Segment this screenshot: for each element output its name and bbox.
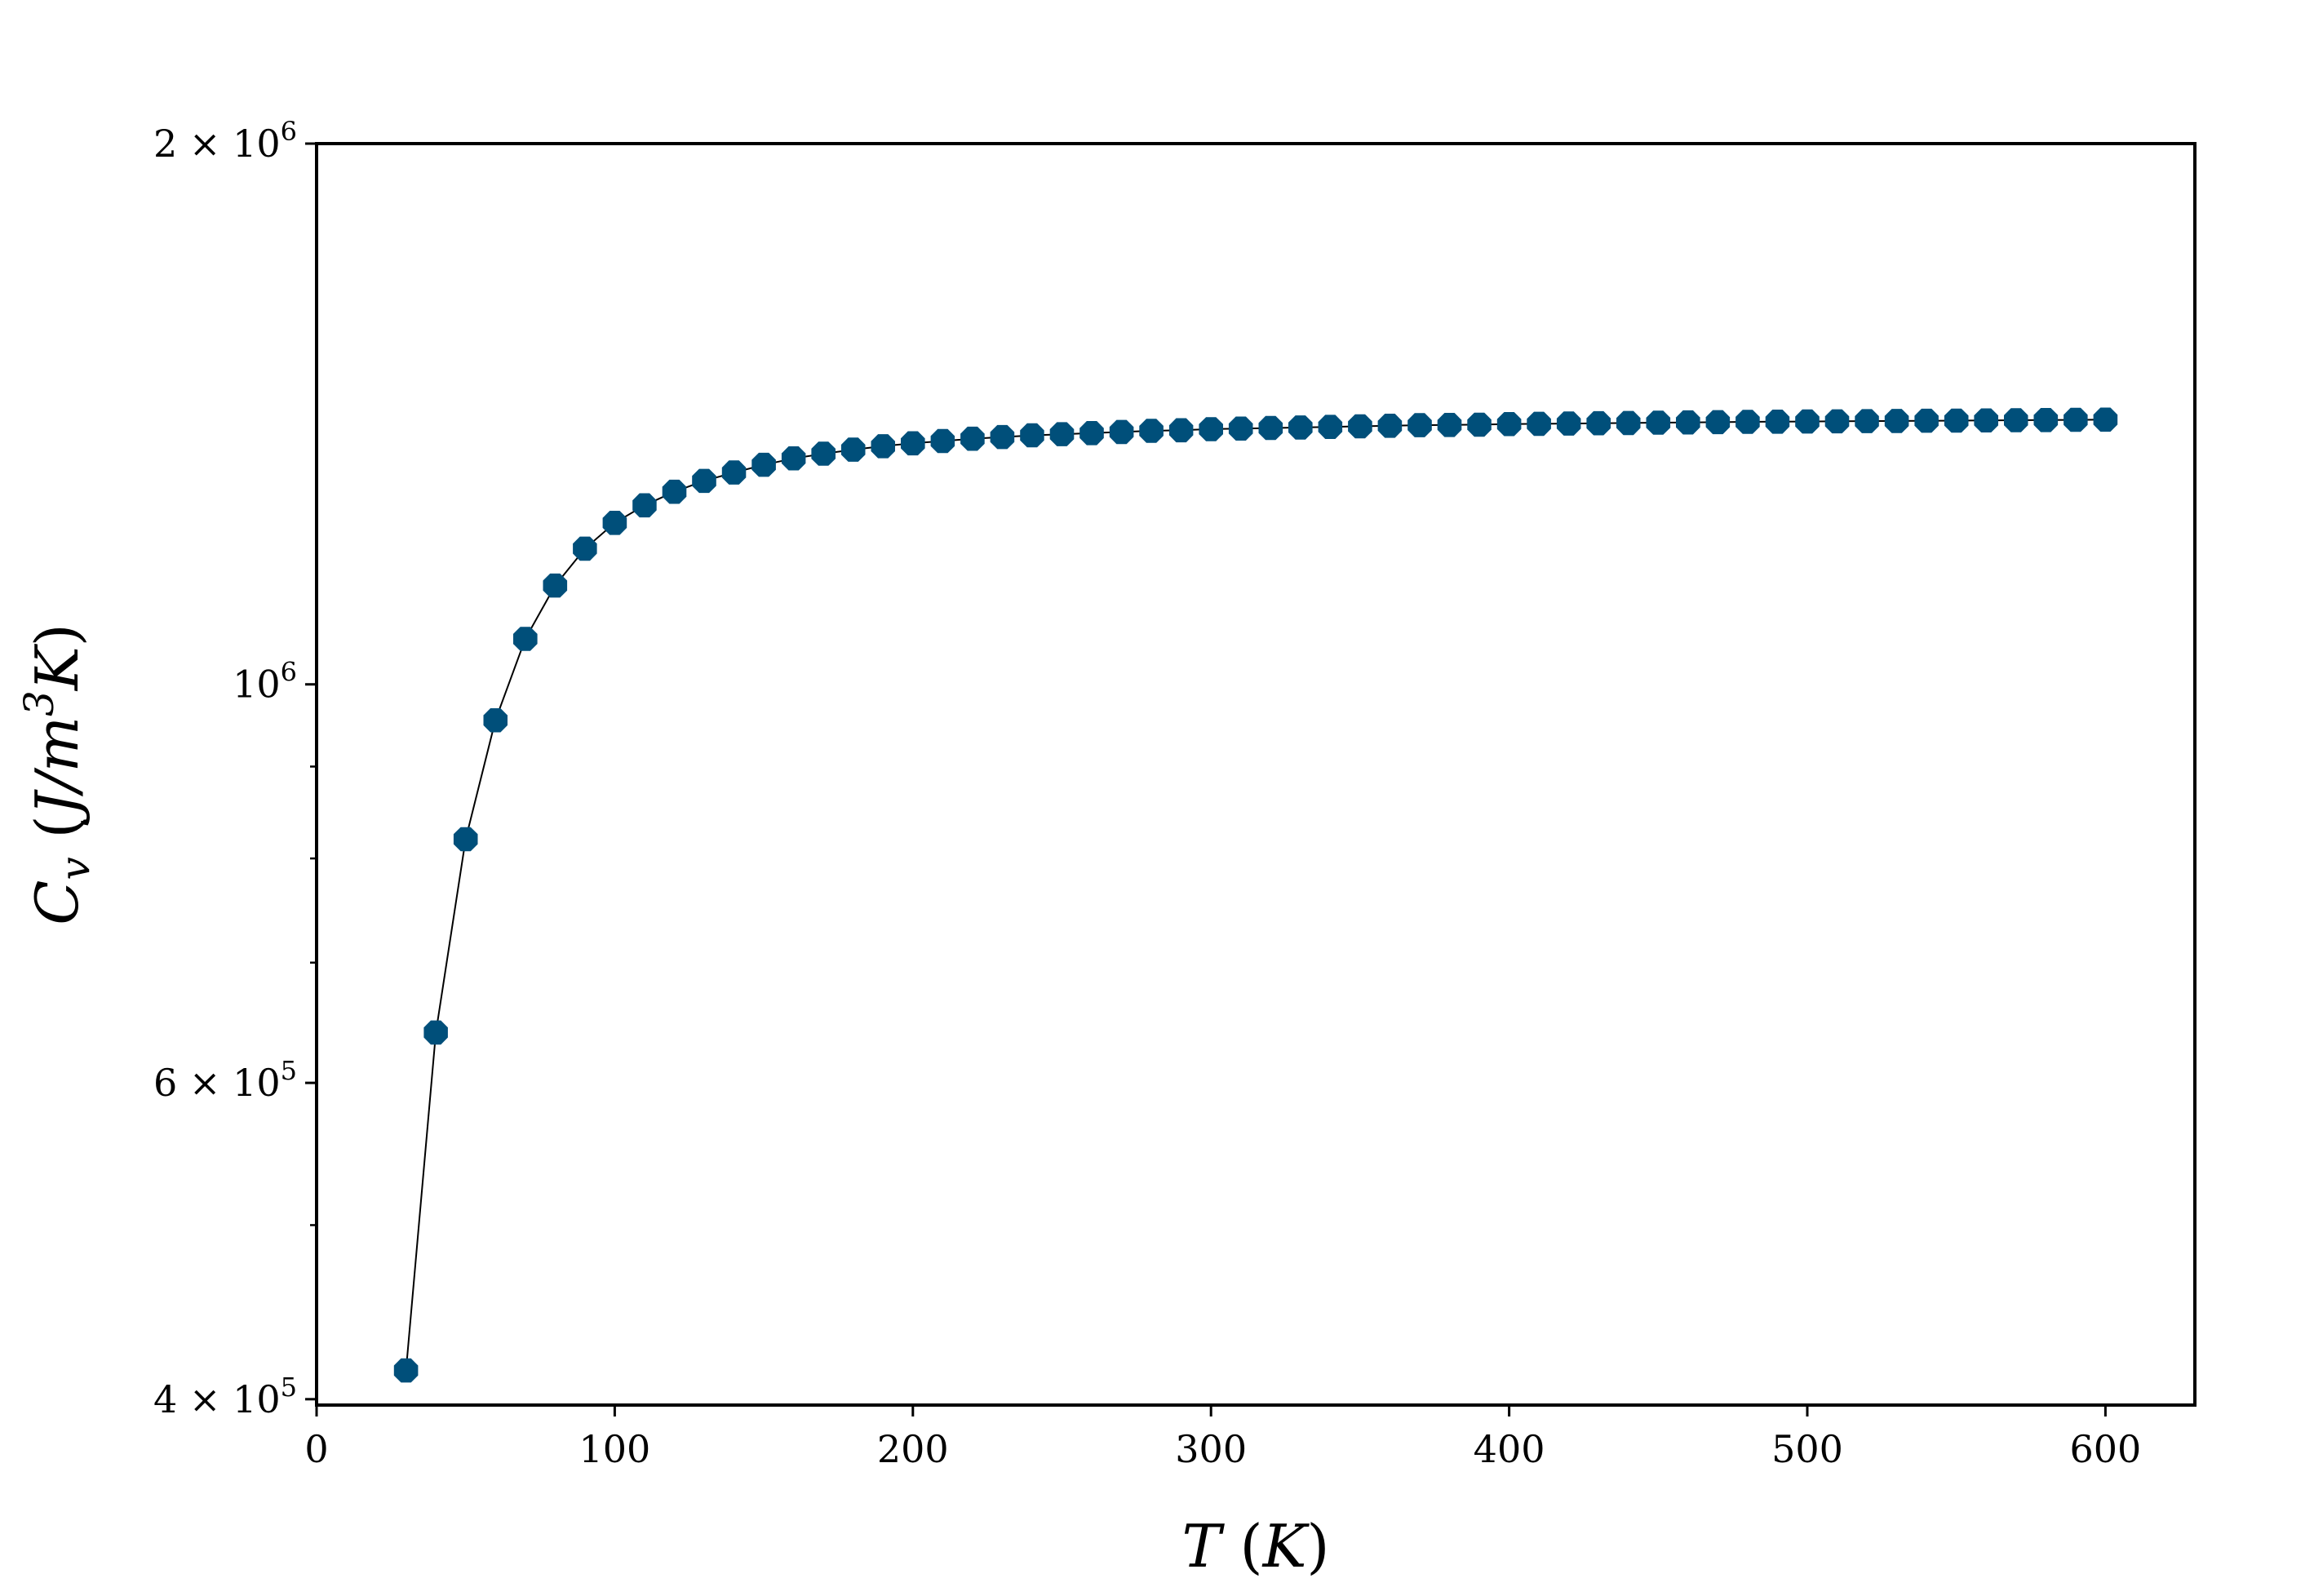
data-point <box>1139 419 1164 443</box>
data-point <box>1586 410 1611 436</box>
y-tick-label: 2 × 106 <box>153 116 297 166</box>
data-point <box>1228 416 1253 441</box>
data-point <box>721 460 747 485</box>
data-point <box>781 446 806 471</box>
data-point <box>1258 415 1283 441</box>
data-point <box>453 827 478 852</box>
data-point <box>1765 410 1790 434</box>
data-point <box>2004 408 2028 432</box>
data-point <box>573 536 597 561</box>
data-point <box>1944 408 1969 433</box>
data-point <box>1318 415 1343 439</box>
data-point <box>1676 410 1700 435</box>
data-point <box>483 708 508 733</box>
data-point <box>1616 410 1641 436</box>
y-axis-ticks: 4 × 105 6 × 105 106 2 × 106 <box>153 116 317 1421</box>
y-tick-label: 4 × 105 <box>153 1372 297 1421</box>
data-point <box>2093 407 2118 432</box>
data-point <box>1049 422 1075 446</box>
data-point <box>1467 412 1492 437</box>
data-point <box>1824 409 1850 434</box>
data-point <box>423 1020 448 1045</box>
data-point <box>1855 409 1879 433</box>
data-point <box>1914 408 1939 433</box>
data-point <box>930 428 955 454</box>
data-point <box>751 452 776 477</box>
data-point <box>1288 415 1313 440</box>
data-point <box>2033 408 2059 432</box>
x-axis-label: T (K) <box>1182 1512 1330 1580</box>
x-tick-label: 300 <box>1175 1427 1247 1471</box>
data-point <box>513 627 538 651</box>
data-point <box>871 434 895 459</box>
data-point <box>1884 409 1909 433</box>
data-point <box>990 424 1015 450</box>
data-point <box>1527 411 1551 437</box>
data-point <box>1646 410 1671 435</box>
data-point <box>1437 413 1462 437</box>
data-point <box>602 511 627 535</box>
data-point <box>1109 419 1134 445</box>
data-point <box>1377 414 1403 438</box>
data-point <box>1168 418 1194 443</box>
y-tick-label: 6 × 105 <box>153 1055 297 1105</box>
data-point <box>811 441 836 466</box>
data-point <box>1795 409 1820 434</box>
data-point <box>1348 414 1372 439</box>
data-point <box>1496 412 1522 437</box>
data-point <box>1974 408 1998 432</box>
data-point <box>1079 421 1104 446</box>
data-point <box>960 426 985 451</box>
data-point <box>662 479 687 504</box>
x-tick-label: 400 <box>1474 1427 1545 1471</box>
data-point <box>692 468 716 494</box>
x-tick-label: 600 <box>2069 1427 2141 1471</box>
x-axis-ticks: 0 100 200 300 400 500 600 <box>304 1405 2141 1471</box>
data-point <box>901 431 925 456</box>
data-point <box>840 437 866 462</box>
data-point <box>1407 413 1432 437</box>
y-tick-label: 106 <box>233 657 297 707</box>
x-tick-label: 0 <box>304 1427 328 1471</box>
data-point <box>1556 411 1581 436</box>
x-tick-label: 100 <box>578 1427 650 1471</box>
series-line <box>405 419 2106 1371</box>
x-tick-label: 500 <box>1771 1427 1843 1471</box>
data-point <box>393 1358 419 1383</box>
data-point <box>632 493 657 518</box>
plot-area-frame <box>315 142 2197 1407</box>
y-axis-label: Cv (J/m3K) <box>16 623 99 924</box>
x-tick-label: 200 <box>877 1427 949 1471</box>
data-point <box>1199 417 1223 441</box>
data-point <box>543 573 568 598</box>
data-point <box>1736 410 1760 434</box>
data-point <box>1020 423 1044 448</box>
data-point <box>2064 407 2088 432</box>
series-group <box>393 407 2118 1383</box>
data-point <box>1705 410 1731 435</box>
